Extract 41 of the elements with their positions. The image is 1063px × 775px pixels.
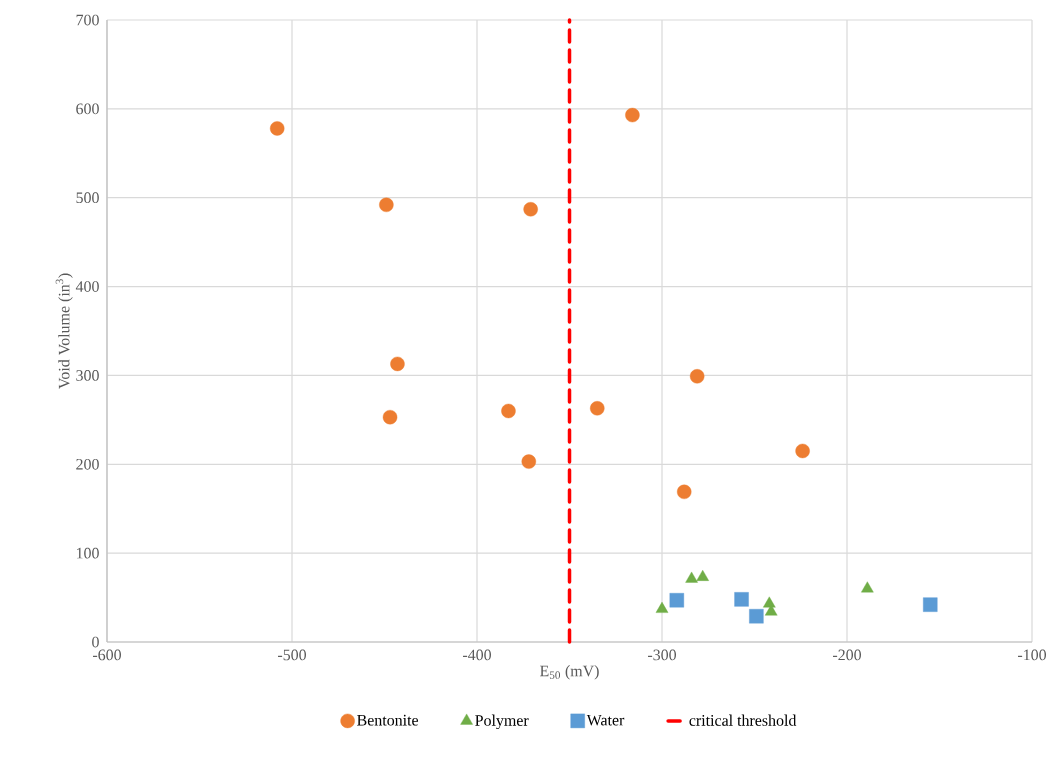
legend-label: critical threshold xyxy=(689,714,797,726)
point xyxy=(795,443,810,459)
point xyxy=(521,454,536,469)
y-tick-label: 100 xyxy=(76,547,99,559)
y-tick-label: 700 xyxy=(76,14,99,26)
y-axis-title: Void Volume (in$^{3}$) xyxy=(55,273,73,389)
y-tick-label: 200 xyxy=(76,458,99,470)
point xyxy=(523,202,538,217)
point xyxy=(763,596,776,608)
y-tick-label: 500 xyxy=(76,192,99,204)
point xyxy=(270,121,285,136)
x-tick-label: -400 xyxy=(462,649,491,661)
legend-label: Polymer xyxy=(475,714,529,730)
point xyxy=(696,569,709,581)
x-tick-label: -600 xyxy=(92,649,121,661)
x-tick-label: -100 xyxy=(1018,649,1047,661)
y-tick-label: 300 xyxy=(76,370,99,381)
point xyxy=(625,107,640,123)
point xyxy=(590,401,605,416)
point xyxy=(655,601,669,613)
point xyxy=(390,356,405,372)
x-tick-label: -200 xyxy=(832,649,862,661)
point xyxy=(382,409,398,425)
point xyxy=(734,592,749,607)
x-tick-label: -500 xyxy=(277,649,306,661)
point xyxy=(501,403,516,419)
y-tick-label: 0 xyxy=(92,636,99,648)
point xyxy=(749,609,764,624)
point xyxy=(861,581,874,593)
point xyxy=(923,597,938,612)
point xyxy=(685,571,698,583)
x-axis-title: E$_{50}$ (mV) xyxy=(540,665,599,680)
y-tick-label: 600 xyxy=(76,103,99,115)
point xyxy=(677,484,692,500)
point xyxy=(689,369,705,384)
legend-label: Bentonite xyxy=(357,714,419,726)
point xyxy=(379,197,394,213)
x-tick-label: -300 xyxy=(647,649,677,661)
legend-label: Water xyxy=(586,714,625,726)
y-tick-label: 400 xyxy=(75,281,99,292)
point xyxy=(669,593,685,608)
